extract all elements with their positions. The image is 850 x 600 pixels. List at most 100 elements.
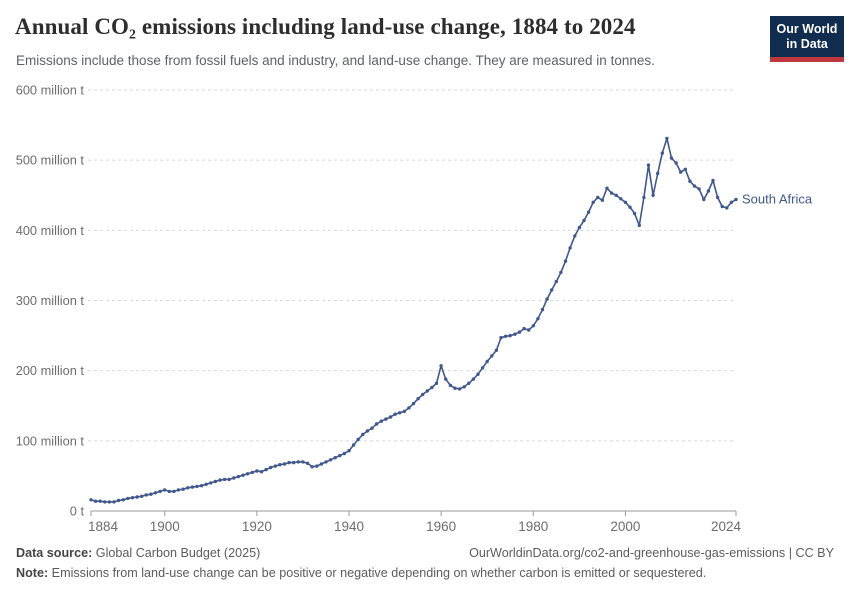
data-point[interactable] <box>425 389 429 393</box>
data-point[interactable] <box>430 385 434 390</box>
data-point[interactable] <box>89 498 93 502</box>
data-point[interactable] <box>697 187 701 191</box>
data-point[interactable] <box>333 456 337 460</box>
data-point[interactable] <box>259 470 264 474</box>
data-point[interactable] <box>121 498 126 502</box>
data-point[interactable] <box>573 234 577 238</box>
data-point[interactable] <box>720 204 724 209</box>
data-point[interactable] <box>582 218 586 223</box>
data-point[interactable] <box>642 195 646 200</box>
data-point[interactable] <box>665 136 669 141</box>
data-point[interactable] <box>374 422 379 426</box>
data-point[interactable] <box>706 189 711 193</box>
data-point[interactable] <box>356 437 360 442</box>
data-point[interactable] <box>149 492 153 496</box>
data-point[interactable] <box>471 377 476 381</box>
data-point[interactable] <box>554 279 558 284</box>
data-point[interactable] <box>632 211 637 216</box>
data-point[interactable] <box>361 432 365 437</box>
data-point[interactable] <box>462 385 466 389</box>
data-point[interactable] <box>660 151 664 155</box>
data-point[interactable] <box>568 246 572 250</box>
data-point[interactable] <box>365 429 370 433</box>
data-point[interactable] <box>209 481 213 485</box>
data-point[interactable] <box>646 163 651 167</box>
data-point[interactable] <box>213 479 218 484</box>
data-point[interactable] <box>508 333 512 338</box>
data-point[interactable] <box>467 381 471 385</box>
data-point[interactable] <box>144 493 148 497</box>
data-point[interactable] <box>702 197 706 202</box>
data-point[interactable] <box>522 326 526 331</box>
data-point[interactable] <box>273 464 277 468</box>
data-point[interactable] <box>218 478 222 482</box>
data-point[interactable] <box>181 487 185 491</box>
data-point[interactable] <box>513 332 517 336</box>
data-point[interactable] <box>255 469 259 473</box>
data-point[interactable] <box>227 477 231 482</box>
data-point[interactable] <box>158 489 162 494</box>
data-point[interactable] <box>416 397 420 401</box>
data-point[interactable] <box>342 451 347 456</box>
data-point[interactable] <box>729 200 734 204</box>
data-point[interactable] <box>236 474 241 479</box>
data-point[interactable] <box>393 412 397 416</box>
data-point[interactable] <box>305 461 310 465</box>
data-point[interactable] <box>485 359 489 364</box>
data-point[interactable] <box>245 472 250 476</box>
data-point[interactable] <box>93 499 98 503</box>
data-point[interactable] <box>656 171 660 176</box>
data-point[interactable] <box>591 200 595 204</box>
data-point[interactable] <box>527 328 531 332</box>
data-point[interactable] <box>241 473 245 477</box>
data-point[interactable] <box>163 488 167 492</box>
data-point[interactable] <box>536 317 540 321</box>
data-point[interactable] <box>351 443 356 447</box>
data-point[interactable] <box>319 462 324 466</box>
data-point[interactable] <box>222 477 227 482</box>
data-point[interactable] <box>310 465 314 469</box>
data-point[interactable] <box>292 460 296 465</box>
data-point[interactable] <box>176 488 181 492</box>
data-point[interactable] <box>480 366 485 370</box>
data-point[interactable] <box>264 467 268 472</box>
data-point[interactable] <box>195 484 199 489</box>
data-point[interactable] <box>232 476 236 480</box>
data-point[interactable] <box>711 178 715 183</box>
data-point[interactable] <box>301 460 305 464</box>
data-point[interactable] <box>628 205 632 209</box>
owid-logo[interactable]: Our World in Data <box>770 16 844 62</box>
data-point[interactable] <box>619 197 623 201</box>
data-point[interactable] <box>347 449 351 453</box>
data-point[interactable] <box>517 330 522 334</box>
data-point[interactable] <box>328 458 333 462</box>
data-point[interactable] <box>669 156 674 160</box>
data-point[interactable] <box>140 494 144 498</box>
data-point[interactable] <box>338 453 342 458</box>
data-point[interactable] <box>444 377 448 381</box>
data-point[interactable] <box>503 334 508 338</box>
emissions-line-chart[interactable]: 0 t 100 million t 200 million t 300 million… <box>0 80 850 540</box>
data-point[interactable] <box>98 499 102 503</box>
data-point[interactable] <box>609 191 614 195</box>
data-point[interactable] <box>126 496 130 501</box>
data-point[interactable] <box>596 195 600 200</box>
data-point[interactable] <box>715 195 720 200</box>
data-point[interactable] <box>172 489 176 494</box>
data-point[interactable] <box>734 197 738 202</box>
data-point[interactable] <box>421 392 425 397</box>
data-point[interactable] <box>448 383 453 388</box>
data-point[interactable] <box>674 161 678 165</box>
data-point[interactable] <box>398 411 402 415</box>
data-point[interactable] <box>315 464 319 468</box>
data-point[interactable] <box>135 495 139 499</box>
data-point[interactable] <box>153 491 158 495</box>
data-point[interactable] <box>282 462 287 466</box>
data-point[interactable] <box>531 324 535 328</box>
data-point[interactable] <box>411 401 416 406</box>
data-point[interactable] <box>494 348 499 352</box>
data-point[interactable] <box>199 484 204 488</box>
data-point[interactable] <box>167 489 171 494</box>
data-point[interactable] <box>499 336 503 340</box>
data-point[interactable] <box>453 386 457 390</box>
